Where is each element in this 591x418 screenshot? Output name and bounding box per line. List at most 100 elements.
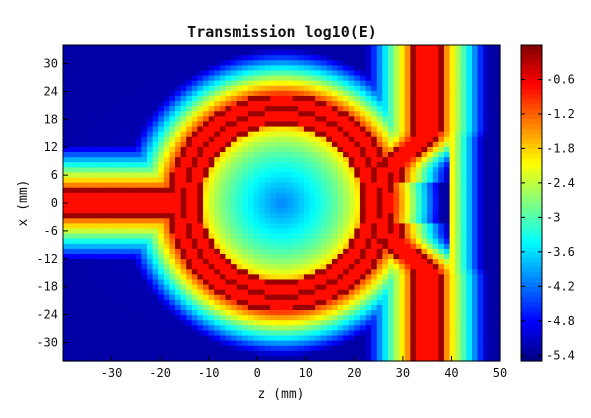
heatmap-cell: [309, 167, 316, 174]
heatmap-cell: [79, 208, 87, 214]
heatmap-cell: [387, 269, 395, 275]
heatmap-cell: [253, 101, 260, 107]
heatmap-cell: [359, 264, 367, 270]
heatmap-cell: [197, 279, 204, 286]
heatmap-cell: [415, 228, 423, 235]
heatmap-cell: [141, 95, 148, 102]
heatmap-cell: [292, 294, 299, 301]
heatmap-cell: [477, 75, 484, 82]
heatmap-cell: [477, 162, 484, 168]
heatmap-cell: [208, 213, 215, 219]
heatmap-cell: [432, 243, 439, 250]
heatmap-cell: [438, 116, 445, 123]
heatmap-cell: [63, 106, 70, 112]
heatmap-cell: [175, 90, 182, 97]
heatmap-cell: [354, 162, 361, 168]
heatmap-cell: [147, 304, 154, 311]
heatmap-cell: [483, 304, 490, 311]
heatmap-cell: [253, 310, 260, 316]
heatmap-cell: [365, 325, 372, 332]
heatmap-cell: [371, 172, 378, 179]
heatmap-cell: [242, 101, 249, 107]
heatmap-cell: [483, 269, 490, 275]
heatmap-cell: [219, 45, 227, 51]
heatmap-cell: [236, 218, 243, 224]
heatmap-cell: [124, 238, 131, 245]
heatmap-cell: [443, 121, 451, 128]
heatmap-cell: [147, 248, 154, 255]
heatmap-cell: [421, 146, 428, 153]
heatmap-cell: [376, 279, 383, 286]
heatmap-cell: [483, 111, 490, 117]
heatmap-cell: [63, 101, 70, 107]
heatmap-cell: [242, 65, 249, 72]
heatmap-cell: [197, 111, 204, 117]
heatmap-cell: [102, 259, 109, 265]
heatmap-cell: [477, 106, 484, 112]
heatmap-cell: [410, 75, 417, 82]
heatmap-cell: [119, 259, 126, 265]
heatmap-cell: [147, 279, 154, 286]
heatmap-cell: [158, 192, 165, 199]
heatmap-cell: [488, 208, 495, 214]
heatmap-cell: [365, 126, 372, 133]
heatmap-cell: [275, 187, 283, 194]
heatmap-cell: [124, 310, 131, 316]
heatmap-cell: [147, 315, 154, 321]
heatmap-cell: [359, 187, 367, 194]
heatmap-cell: [438, 248, 445, 255]
heatmap-cell: [427, 60, 434, 66]
heatmap-cell: [107, 192, 115, 199]
heatmap-cell: [410, 233, 417, 240]
heatmap-cell: [141, 325, 148, 332]
heatmap-cell: [180, 177, 187, 184]
heatmap-cell: [326, 340, 333, 347]
heatmap-cell: [455, 304, 462, 311]
heatmap-cell: [483, 299, 490, 306]
heatmap-cell: [163, 85, 171, 92]
heatmap-cell: [488, 233, 495, 240]
heatmap-cell: [399, 116, 406, 123]
heatmap-cell: [130, 157, 137, 163]
heatmap-cell: [483, 45, 490, 51]
heatmap-cell: [214, 320, 221, 326]
heatmap-cell: [231, 182, 238, 189]
heatmap-cell: [247, 101, 255, 107]
heatmap-cell: [275, 299, 283, 306]
heatmap-cell: [432, 253, 439, 260]
heatmap-cell: [399, 345, 406, 352]
heatmap-cell: [68, 279, 75, 286]
heatmap-cell: [287, 299, 294, 306]
heatmap-cell: [231, 284, 238, 291]
heatmap-cell: [158, 320, 165, 326]
heatmap-cell: [158, 274, 165, 281]
heatmap-cell: [253, 152, 260, 158]
heatmap-cell: [259, 279, 266, 286]
heatmap-cell: [438, 50, 445, 56]
heatmap-cell: [107, 264, 115, 270]
heatmap-cell: [460, 101, 467, 107]
heatmap-cell: [141, 50, 148, 56]
heatmap-cell: [180, 253, 187, 260]
heatmap-cell: [443, 167, 451, 174]
heatmap-cell: [382, 177, 389, 184]
heatmap-cell: [63, 335, 70, 342]
heatmap-cell: [91, 340, 98, 347]
heatmap-cell: [466, 177, 473, 184]
heatmap-cell: [214, 233, 221, 240]
heatmap-cell: [410, 294, 417, 301]
heatmap-cell: [399, 320, 406, 326]
heatmap-cell: [331, 172, 339, 179]
heatmap-cell: [253, 330, 260, 337]
heatmap-cell: [219, 243, 227, 250]
heatmap-cell: [119, 299, 126, 306]
heatmap-cell: [354, 65, 361, 72]
heatmap-cell: [259, 187, 266, 194]
heatmap-cell: [63, 157, 70, 163]
heatmap-cell: [96, 213, 103, 219]
heatmap-cell: [303, 330, 311, 337]
heatmap-cell: [113, 162, 120, 168]
heatmap-cell: [130, 315, 137, 321]
heatmap-cell: [483, 70, 490, 77]
heatmap-cell: [175, 330, 182, 337]
